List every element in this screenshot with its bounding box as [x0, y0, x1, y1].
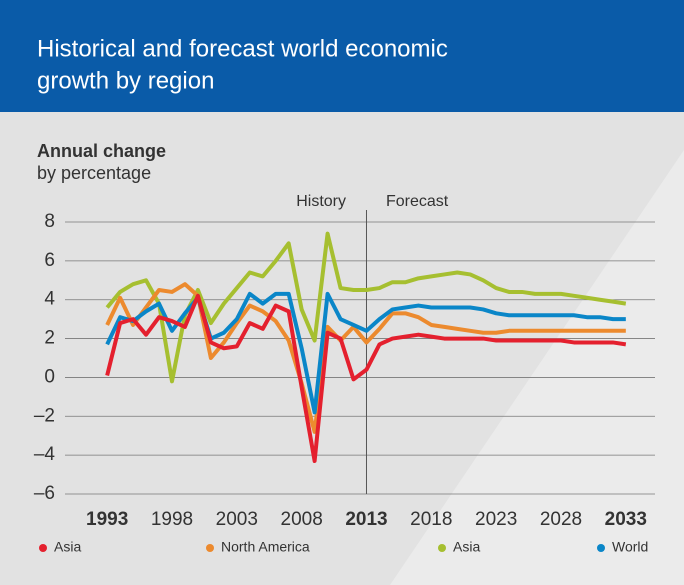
x-tick-label: 2018 [410, 509, 452, 530]
legend-label: Asia [54, 539, 81, 555]
header [0, 0, 684, 112]
legend-swatch [438, 544, 446, 552]
series-line [105, 282, 626, 434]
legend-swatch [597, 544, 605, 552]
x-tick-label: 2013 [345, 509, 387, 530]
x-tick-label: 2008 [281, 509, 323, 530]
x-tick-label: 1998 [151, 509, 193, 530]
series-line [105, 293, 627, 463]
series-line [105, 231, 627, 384]
background-shade [390, 150, 684, 585]
legend-label: North America [221, 539, 310, 555]
x-tick-label: 2023 [475, 509, 517, 530]
y-tick-label: –4 [34, 444, 56, 465]
x-tick-label: 2028 [540, 509, 582, 530]
y-tick-label: –6 [34, 483, 55, 504]
legend-label: Asia [453, 539, 480, 555]
chart-title: Historical and forecast world economic [37, 35, 448, 62]
y-tick-label: 2 [44, 328, 55, 349]
legend-swatch [39, 544, 47, 552]
y-tick-label: 0 [44, 366, 55, 387]
y-tick-label: 8 [44, 211, 55, 232]
annotation: History [296, 193, 346, 210]
x-tick-label: 2003 [216, 509, 258, 530]
legend-label: World [612, 539, 648, 555]
legend-swatch [206, 544, 214, 552]
annotation: Forecast [386, 193, 449, 210]
axis-subtitle: by percentage [37, 163, 151, 183]
y-tick-label: –2 [34, 405, 55, 426]
x-tick-label: 1993 [86, 509, 128, 530]
x-tick-label: 2033 [605, 509, 647, 530]
axis-title: Annual change [37, 141, 166, 161]
y-tick-label: 6 [44, 250, 55, 271]
y-tick-label: 4 [44, 289, 55, 310]
chart-title: growth by region [37, 67, 214, 94]
